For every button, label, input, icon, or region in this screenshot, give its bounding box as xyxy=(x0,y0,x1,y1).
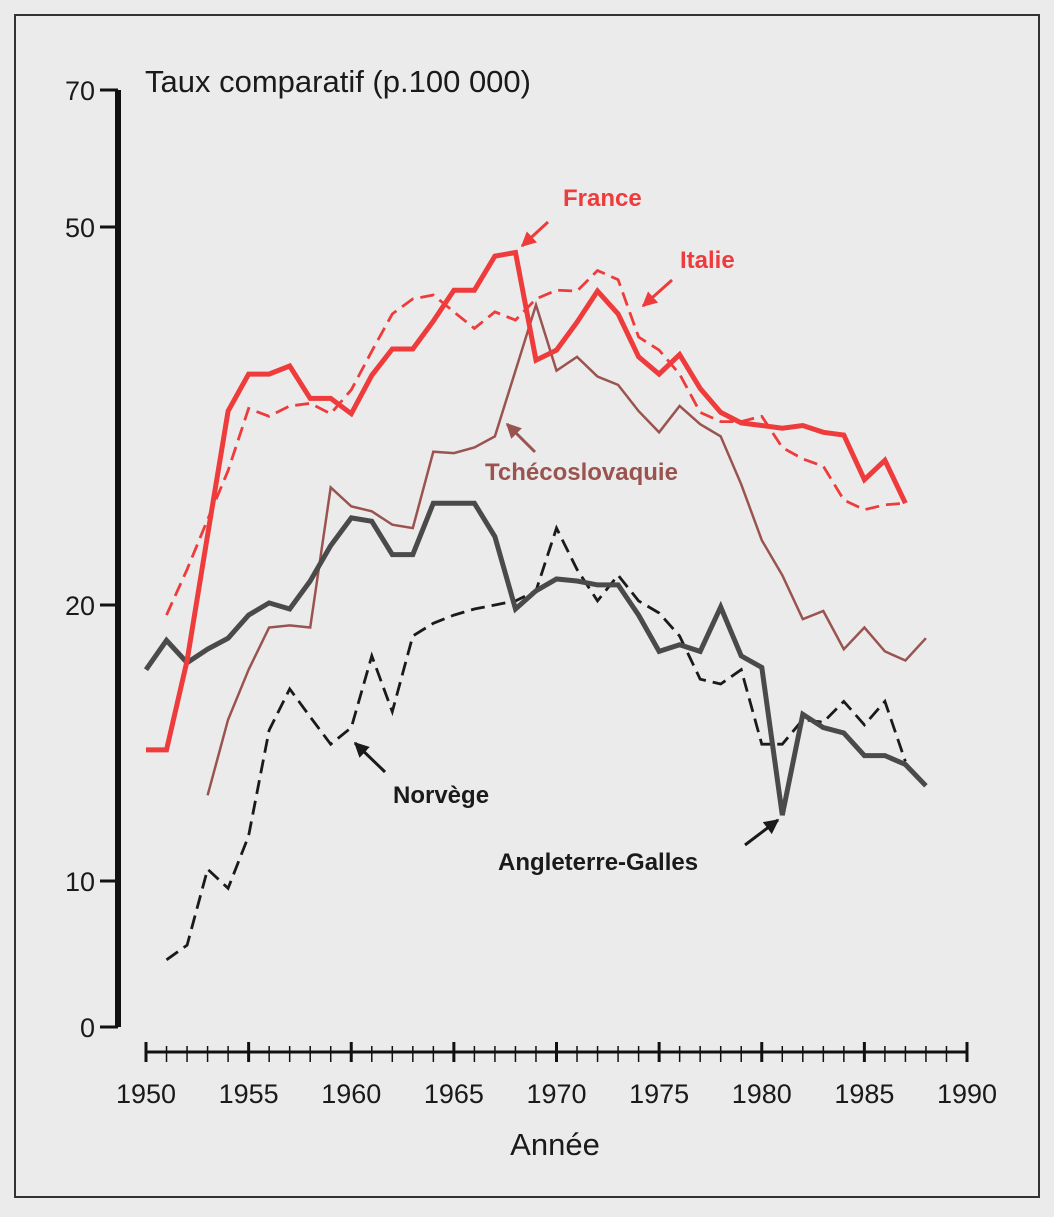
y-tick-label: 50 xyxy=(65,213,95,243)
x-tick-label: 1975 xyxy=(629,1079,689,1109)
annotation-italie: Italie xyxy=(680,247,735,274)
x-tick-label: 1960 xyxy=(321,1079,381,1109)
annotation-france: France xyxy=(563,185,642,212)
y-tick-label: 10 xyxy=(65,867,95,897)
annotation-arrow-italie xyxy=(641,278,674,308)
series-line-tch-coslovaquie xyxy=(206,300,927,796)
x-tick-label: 1965 xyxy=(424,1079,484,1109)
y-tick-label: 0 xyxy=(80,1013,95,1043)
x-tick-label: 1955 xyxy=(219,1079,279,1109)
annotation-angleterre-galles: Angleterre-Galles xyxy=(498,849,698,876)
annotation-arrow-tchecoslovaquie xyxy=(505,422,537,454)
x-axis-label: Année xyxy=(510,1127,600,1162)
chart-frame xyxy=(14,14,1040,1198)
x-tick-label: 1990 xyxy=(937,1079,997,1109)
y-tick-label: 70 xyxy=(65,76,95,106)
annotation-arrow-norvege xyxy=(353,741,387,774)
x-tick-label: 1980 xyxy=(732,1079,792,1109)
series-line-france xyxy=(146,249,908,753)
x-tick-label: 1985 xyxy=(834,1079,894,1109)
annotation-arrow-france xyxy=(520,220,550,248)
y-tick-label: 20 xyxy=(65,591,95,621)
annotation-tchecoslovaquie: Tchécoslovaquie xyxy=(485,459,678,486)
x-tick-label: 1950 xyxy=(116,1079,176,1109)
y-axis-label: Taux comparatif (p.100 000) xyxy=(145,64,531,99)
annotation-norvege: Norvège xyxy=(393,782,489,809)
x-tick-label: 1970 xyxy=(526,1079,586,1109)
annotation-arrow-angleterre-galles xyxy=(744,818,780,847)
series-line-angleterre-galles xyxy=(143,500,928,816)
